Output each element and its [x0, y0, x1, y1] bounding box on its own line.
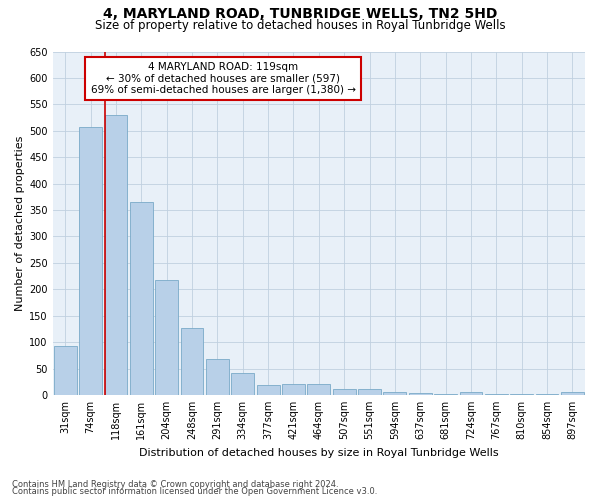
Text: Size of property relative to detached houses in Royal Tunbridge Wells: Size of property relative to detached ho… — [95, 18, 505, 32]
Bar — [104, 115, 127, 395]
Bar — [79, 127, 102, 395]
Text: Contains public sector information licensed under the Open Government Licence v3: Contains public sector information licen… — [12, 487, 377, 496]
Bar — [257, 386, 280, 395]
Bar — [536, 394, 559, 395]
Bar — [510, 394, 533, 395]
Bar — [485, 394, 508, 395]
Bar — [282, 384, 305, 395]
Bar — [561, 392, 584, 395]
Bar — [333, 388, 356, 395]
Bar — [409, 394, 431, 395]
Bar — [206, 359, 229, 395]
Text: 4 MARYLAND ROAD: 119sqm
← 30% of detached houses are smaller (597)
69% of semi-d: 4 MARYLAND ROAD: 119sqm ← 30% of detache… — [91, 62, 356, 95]
Text: 4, MARYLAND ROAD, TUNBRIDGE WELLS, TN2 5HD: 4, MARYLAND ROAD, TUNBRIDGE WELLS, TN2 5… — [103, 8, 497, 22]
Bar — [130, 202, 153, 395]
Bar — [54, 346, 77, 395]
Bar — [181, 328, 203, 395]
X-axis label: Distribution of detached houses by size in Royal Tunbridge Wells: Distribution of detached houses by size … — [139, 448, 499, 458]
Bar — [232, 372, 254, 395]
Y-axis label: Number of detached properties: Number of detached properties — [15, 136, 25, 311]
Text: Contains HM Land Registry data © Crown copyright and database right 2024.: Contains HM Land Registry data © Crown c… — [12, 480, 338, 489]
Bar — [358, 388, 381, 395]
Bar — [307, 384, 330, 395]
Bar — [383, 392, 406, 395]
Bar — [155, 280, 178, 395]
Bar — [434, 394, 457, 395]
Bar — [460, 392, 482, 395]
